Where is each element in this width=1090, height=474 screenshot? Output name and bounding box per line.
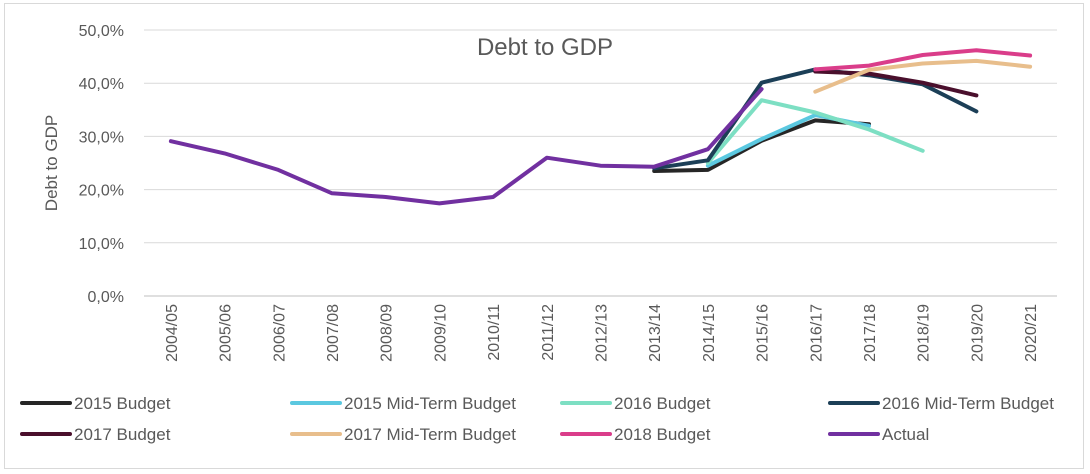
legend-label-2015-mid-term-budget: 2015 Mid-Term Budget bbox=[344, 394, 516, 413]
x-tick-label: 2004/05 bbox=[164, 304, 181, 362]
x-tick-label: 2017/18 bbox=[862, 304, 879, 362]
x-tick-label: 2010/11 bbox=[486, 304, 503, 361]
y-tick-label: 30,0% bbox=[79, 129, 124, 146]
x-tick-label: 2014/15 bbox=[701, 304, 718, 362]
y-axis-ticks: 0,0% 10,0% 20,0% 30,0% 40,0% 50,0% bbox=[79, 23, 124, 306]
x-tick-label: 2018/19 bbox=[916, 304, 933, 362]
x-tick-label: 2013/14 bbox=[647, 304, 664, 362]
x-tick-label: 2006/07 bbox=[271, 304, 288, 362]
x-tick-label: 2016/17 bbox=[808, 304, 825, 362]
y-tick-label: 10,0% bbox=[79, 236, 124, 253]
y-tick-label: 0,0% bbox=[88, 289, 124, 306]
x-tick-label: 2015/16 bbox=[755, 304, 772, 362]
x-tick-label: 2020/21 bbox=[1023, 304, 1040, 362]
y-tick-label: 20,0% bbox=[79, 183, 124, 200]
legend-label-2017-budget: 2017 Budget bbox=[74, 425, 171, 444]
legend: 2015 Budget 2015 Mid-Term Budget 2016 Budg… bbox=[20, 394, 1054, 444]
legend-label-2016-mid-term-budget: 2016 Mid-Term Budget bbox=[882, 394, 1054, 413]
series-lines bbox=[168, 48, 1033, 206]
y-tick-label: 40,0% bbox=[79, 76, 124, 93]
x-tick-label: 2007/08 bbox=[325, 304, 342, 362]
x-tick-label: 2009/10 bbox=[432, 304, 449, 362]
legend-label-2016-budget: 2016 Budget bbox=[614, 394, 711, 413]
gridlines bbox=[144, 29, 1057, 297]
y-axis-label: Debt to GDP bbox=[42, 115, 61, 211]
x-axis-ticks: 2004/05 2005/06 2006/07 2007/08 2008/09 2009/… bbox=[164, 304, 1040, 362]
legend-label-actual: Actual bbox=[882, 425, 929, 444]
series-line-2017-mid-term-budget bbox=[813, 58, 1033, 94]
x-tick-label: 2012/13 bbox=[594, 304, 611, 362]
x-tick-label: 2008/09 bbox=[379, 304, 396, 362]
series-line-2017-budget bbox=[813, 69, 979, 98]
x-tick-label: 2019/20 bbox=[969, 304, 986, 362]
legend-label-2015-budget: 2015 Budget bbox=[74, 394, 171, 413]
legend-label-2017-mid-term-budget: 2017 Mid-Term Budget bbox=[344, 425, 516, 444]
x-tick-label: 2011/12 bbox=[540, 304, 557, 361]
legend-label-2018-budget: 2018 Budget bbox=[614, 425, 711, 444]
y-tick-label: 50,0% bbox=[79, 23, 124, 40]
series-line-2018-budget bbox=[813, 48, 1033, 72]
chart-title: Debt to GDP bbox=[477, 34, 613, 61]
series-line-2016-budget bbox=[705, 98, 925, 165]
x-tick-label: 2005/06 bbox=[218, 304, 235, 362]
series-line-actual bbox=[168, 87, 764, 206]
